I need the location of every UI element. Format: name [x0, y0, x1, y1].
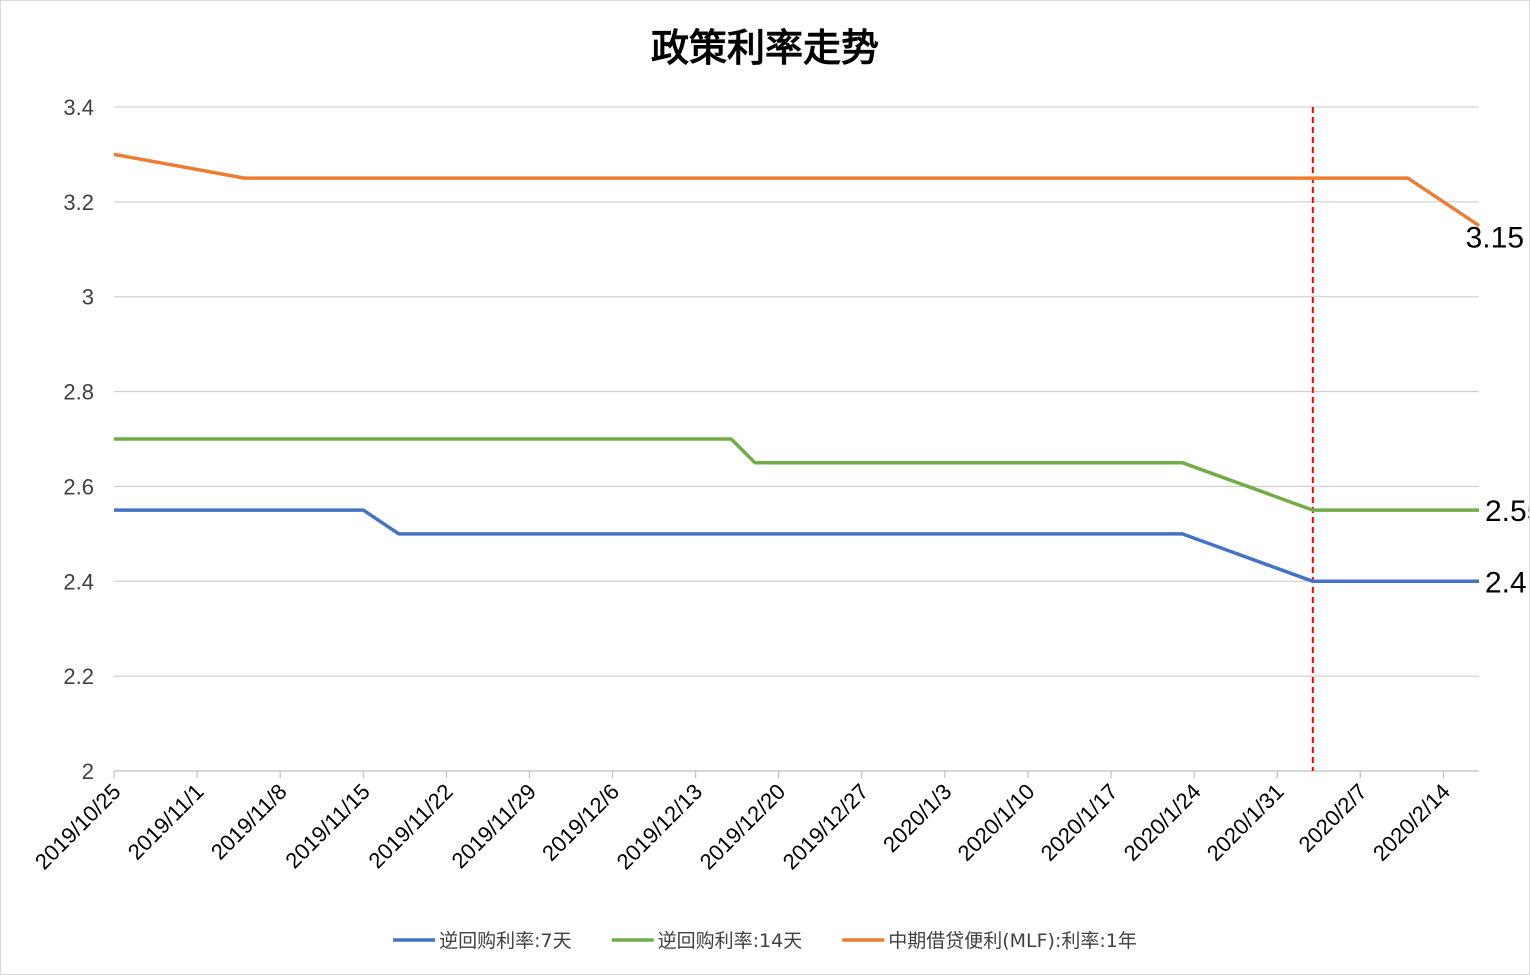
- y-tick-label: 2.4: [63, 569, 94, 594]
- y-tick-label: 3: [82, 285, 94, 310]
- chart-title: 政策利率走势: [651, 26, 879, 70]
- series-line: [114, 437, 1479, 512]
- series-lines: [113, 152, 1480, 584]
- legend-label: 中期借贷便利(MLF):利率:1年: [888, 930, 1137, 952]
- x-tick-label: 2019/12/27: [778, 779, 874, 875]
- series-line: [114, 508, 1479, 584]
- x-tick-label: 2020/1/3: [878, 779, 956, 857]
- x-tick-label: 2020/2/14: [1368, 779, 1455, 866]
- y-tick-label: 2.2: [63, 664, 94, 689]
- y-tick-label: 2.8: [63, 380, 94, 405]
- legend-label: 逆回购利率:14天: [658, 930, 803, 952]
- x-tick-label: 2019/12/13: [612, 779, 708, 875]
- x-tick-label: 2020/1/31: [1202, 779, 1289, 866]
- x-tick-label: 2019/11/8: [206, 779, 292, 865]
- x-tick-label: 2020/1/10: [953, 779, 1040, 866]
- y-tick-label: 2.6: [63, 474, 94, 499]
- end-data-label: 2.4: [1485, 566, 1527, 599]
- legend-label: 逆回购利率:7天: [439, 930, 572, 952]
- x-tick-label: 2020/2/7: [1294, 779, 1372, 857]
- x-tick-label: 2020/1/24: [1119, 779, 1206, 866]
- end-data-label: 3.15: [1466, 222, 1524, 255]
- x-tick-label: 2019/11/29: [447, 779, 541, 873]
- x-tick-label: 2019/12/6: [537, 779, 624, 866]
- y-axis-ticks: 2 2.2 2.4 2.6 2.8 3 3.2 3.4: [63, 95, 94, 784]
- y-tick-label: 2: [82, 759, 94, 784]
- grid-lines: [114, 106, 1479, 677]
- x-tick-label: 2019/10/25: [30, 779, 126, 875]
- series-line: [113, 152, 1480, 228]
- x-axis-ticks: 2019/10/252019/11/12019/11/82019/11/1520…: [30, 771, 1455, 874]
- x-tick-label: 2019/11/1: [123, 779, 209, 865]
- end-labels: 2.4 2.55 3.15: [1466, 222, 1529, 600]
- x-tick-label: 2019/11/22: [363, 779, 457, 873]
- x-tick-label: 2019/12/20: [695, 779, 791, 875]
- x-tick-label: 2020/1/17: [1036, 779, 1123, 866]
- x-tick-label: 2019/11/15: [280, 779, 374, 873]
- y-tick-label: 3.2: [63, 190, 94, 215]
- y-tick-label: 3.4: [63, 95, 94, 120]
- end-data-label: 2.55: [1485, 495, 1529, 528]
- legend: 逆回购利率:7天 逆回购利率:14天 中期借贷便利(MLF):利率:1年: [393, 930, 1137, 952]
